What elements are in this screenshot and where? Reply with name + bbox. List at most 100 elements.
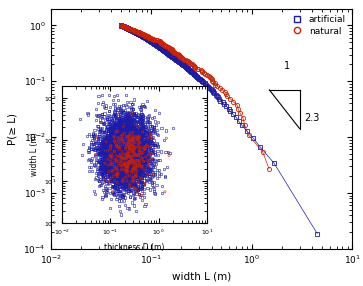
Point	[118, 160, 124, 165]
Point	[120, 192, 126, 197]
Point	[122, 147, 128, 152]
Point	[140, 166, 146, 170]
Point	[140, 156, 146, 160]
Point	[144, 164, 150, 169]
Point	[110, 170, 116, 175]
Point	[131, 160, 137, 164]
Point	[120, 146, 126, 151]
Point	[134, 152, 139, 156]
Point	[102, 169, 108, 174]
Point	[110, 157, 115, 161]
Point	[116, 159, 122, 164]
Point	[146, 136, 151, 141]
Point	[132, 132, 138, 136]
Point	[130, 142, 136, 147]
Point	[96, 129, 102, 134]
Point	[122, 157, 127, 162]
Point	[95, 171, 101, 176]
Point	[125, 126, 131, 130]
Point	[136, 160, 142, 164]
Point	[111, 139, 117, 143]
Point	[137, 148, 143, 153]
Point	[130, 164, 135, 168]
Point	[136, 169, 142, 174]
Point	[129, 128, 134, 133]
Point	[103, 141, 109, 146]
Point	[121, 130, 127, 134]
Point	[118, 178, 124, 183]
Point	[113, 135, 119, 140]
Point	[131, 160, 136, 165]
Point	[140, 168, 146, 172]
Point	[119, 125, 125, 130]
Point	[126, 161, 132, 166]
Point	[120, 150, 126, 154]
Point	[132, 164, 138, 168]
Point	[125, 144, 131, 148]
Point	[123, 144, 129, 149]
Point	[127, 180, 133, 185]
Point	[113, 146, 119, 150]
Point	[103, 155, 109, 160]
Point	[128, 156, 134, 160]
Point	[112, 160, 118, 165]
Point	[127, 149, 133, 154]
Point	[132, 156, 138, 160]
Point	[145, 136, 151, 140]
Point	[107, 167, 113, 172]
Point	[113, 114, 118, 118]
Point	[112, 118, 118, 122]
Point	[126, 143, 131, 147]
Point	[119, 155, 125, 160]
Point	[126, 147, 131, 152]
Point	[129, 136, 134, 140]
Point	[121, 124, 126, 129]
Point	[128, 121, 134, 126]
Point	[144, 134, 150, 139]
Point	[127, 126, 133, 130]
Point	[131, 138, 136, 142]
Point	[129, 136, 135, 141]
Point	[130, 147, 136, 151]
Point	[126, 148, 131, 153]
Point	[141, 131, 147, 136]
Point	[138, 163, 144, 168]
Point	[123, 161, 129, 166]
Point	[117, 145, 123, 150]
Point	[94, 171, 99, 176]
Point	[122, 176, 127, 180]
Point	[115, 158, 121, 162]
Point	[137, 140, 143, 145]
Point	[126, 165, 132, 170]
Point	[119, 173, 125, 178]
Point	[105, 151, 111, 156]
Point	[105, 148, 111, 153]
Point	[118, 134, 124, 139]
Point	[142, 103, 147, 108]
Point	[123, 187, 129, 191]
Point	[111, 132, 117, 136]
Point	[132, 169, 138, 174]
Point	[116, 153, 122, 157]
Point	[122, 146, 128, 151]
Point	[111, 133, 117, 138]
Point	[127, 129, 133, 134]
Point	[134, 142, 140, 146]
Point	[137, 154, 143, 158]
Point	[132, 118, 138, 122]
Point	[136, 158, 142, 163]
Point	[128, 166, 134, 171]
Point	[117, 159, 123, 164]
Point	[123, 164, 129, 168]
Point	[115, 188, 121, 193]
Point	[131, 126, 137, 130]
Point	[123, 155, 129, 160]
Point	[121, 162, 127, 166]
Point	[115, 138, 121, 142]
Point	[119, 159, 125, 164]
Point	[118, 165, 124, 170]
Point	[121, 149, 126, 154]
Point	[137, 127, 143, 132]
Point	[139, 140, 145, 145]
Point	[116, 140, 122, 145]
